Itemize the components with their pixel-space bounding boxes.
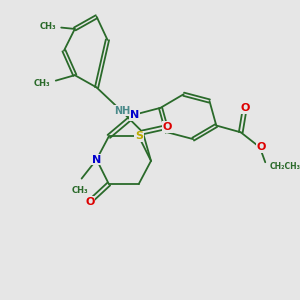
Text: N: N bbox=[130, 110, 139, 120]
Text: N: N bbox=[92, 154, 101, 164]
Text: O: O bbox=[163, 122, 172, 132]
Text: CH₂CH₃: CH₂CH₃ bbox=[269, 162, 300, 171]
Text: CH₃: CH₃ bbox=[72, 186, 88, 195]
Text: CH₃: CH₃ bbox=[34, 79, 50, 88]
Text: O: O bbox=[85, 197, 94, 207]
Text: O: O bbox=[240, 103, 250, 113]
Text: CH₃: CH₃ bbox=[39, 22, 56, 31]
Text: NH: NH bbox=[114, 106, 130, 116]
Text: S: S bbox=[135, 131, 143, 141]
Text: O: O bbox=[256, 142, 266, 152]
